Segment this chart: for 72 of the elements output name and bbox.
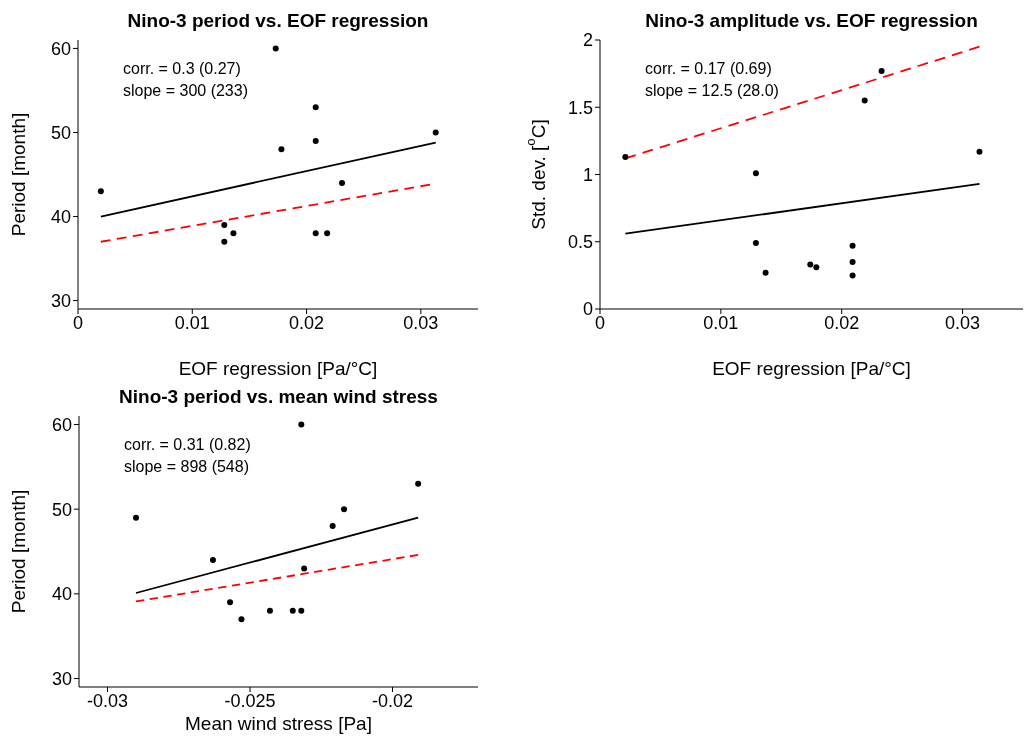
y-tick-label: 40 [51, 584, 72, 605]
annotation: corr. = 0.17 (0.69) [645, 59, 773, 79]
point [209, 556, 216, 563]
point [221, 221, 228, 228]
point [230, 230, 237, 237]
annotation: corr. = 0.3 (0.27) [123, 59, 242, 79]
chart-title: Nino-3 amplitude vs. EOF regression [644, 10, 979, 32]
x-axis-title: Mean wind stress [Pa] [185, 713, 372, 734]
point [289, 607, 296, 614]
point [97, 188, 104, 195]
point [312, 137, 319, 144]
y-tick-label: 30 [51, 668, 72, 689]
x-tick-label: 0.02 [289, 312, 325, 333]
annotation: corr. = 0.31 (0.82) [124, 435, 251, 455]
y-tick-label: 0 [582, 299, 593, 320]
annotation: slope = 300 (233) [123, 81, 248, 101]
y-tick-label: 50 [50, 122, 71, 143]
point [266, 607, 273, 614]
y-tick-label: 60 [50, 38, 71, 59]
x-tick-label: 0.01 [174, 312, 210, 333]
x-tick-label: -0.02 [371, 690, 414, 711]
y-tick-label: 2 [582, 30, 593, 51]
y-axis-title: Period [month] [7, 489, 29, 614]
chart-title: Nino-3 period vs. EOF regression [126, 10, 430, 32]
point [298, 607, 305, 614]
chart-title: Nino-3 period vs. mean wind stress [118, 386, 439, 408]
point [432, 129, 439, 136]
point [339, 179, 345, 186]
point [849, 258, 856, 265]
point [298, 421, 305, 428]
y-tick-label: 0.5 [567, 232, 593, 253]
x-tick-label: 0.01 [703, 312, 739, 333]
y-tick-label: 1 [582, 164, 593, 185]
point [752, 240, 759, 247]
y-axis-title: Period [month] [7, 112, 29, 237]
point [752, 170, 759, 177]
y-tick-label: 30 [50, 290, 71, 311]
point [861, 97, 868, 104]
point [622, 154, 629, 161]
point [762, 269, 769, 276]
x-tick-label: -0.03 [86, 690, 129, 711]
point [878, 67, 885, 74]
point [301, 565, 308, 572]
x-axis-title: EOF regression [Pa/°C] [178, 358, 378, 379]
point [849, 272, 856, 279]
annotation: slope = 898 (548) [124, 457, 250, 477]
point [976, 148, 983, 155]
x-tick-label: 0.03 [403, 312, 439, 333]
point [221, 238, 228, 245]
y-tick-label: 50 [51, 499, 72, 520]
y-tick-label: 1.5 [567, 97, 593, 118]
point [813, 264, 820, 271]
y-tick-label: 60 [51, 414, 72, 435]
y-tick-label: 40 [50, 206, 71, 227]
point [312, 104, 319, 111]
point [849, 242, 856, 249]
x-axis-title: EOF regression [Pa/°C] [712, 358, 911, 379]
annotation: slope = 12.5 (28.0) [645, 81, 779, 101]
point [341, 506, 348, 513]
point [278, 146, 285, 153]
point [227, 599, 234, 606]
point [329, 523, 336, 530]
x-tick-label: -0.025 [224, 690, 276, 711]
point [807, 261, 814, 268]
point [312, 230, 319, 237]
point [272, 45, 279, 52]
point [415, 480, 422, 487]
point [324, 230, 331, 237]
x-tick-label: 0.02 [824, 312, 860, 333]
point [133, 514, 139, 521]
point [238, 616, 245, 623]
x-tick-label: 0.03 [945, 312, 981, 333]
